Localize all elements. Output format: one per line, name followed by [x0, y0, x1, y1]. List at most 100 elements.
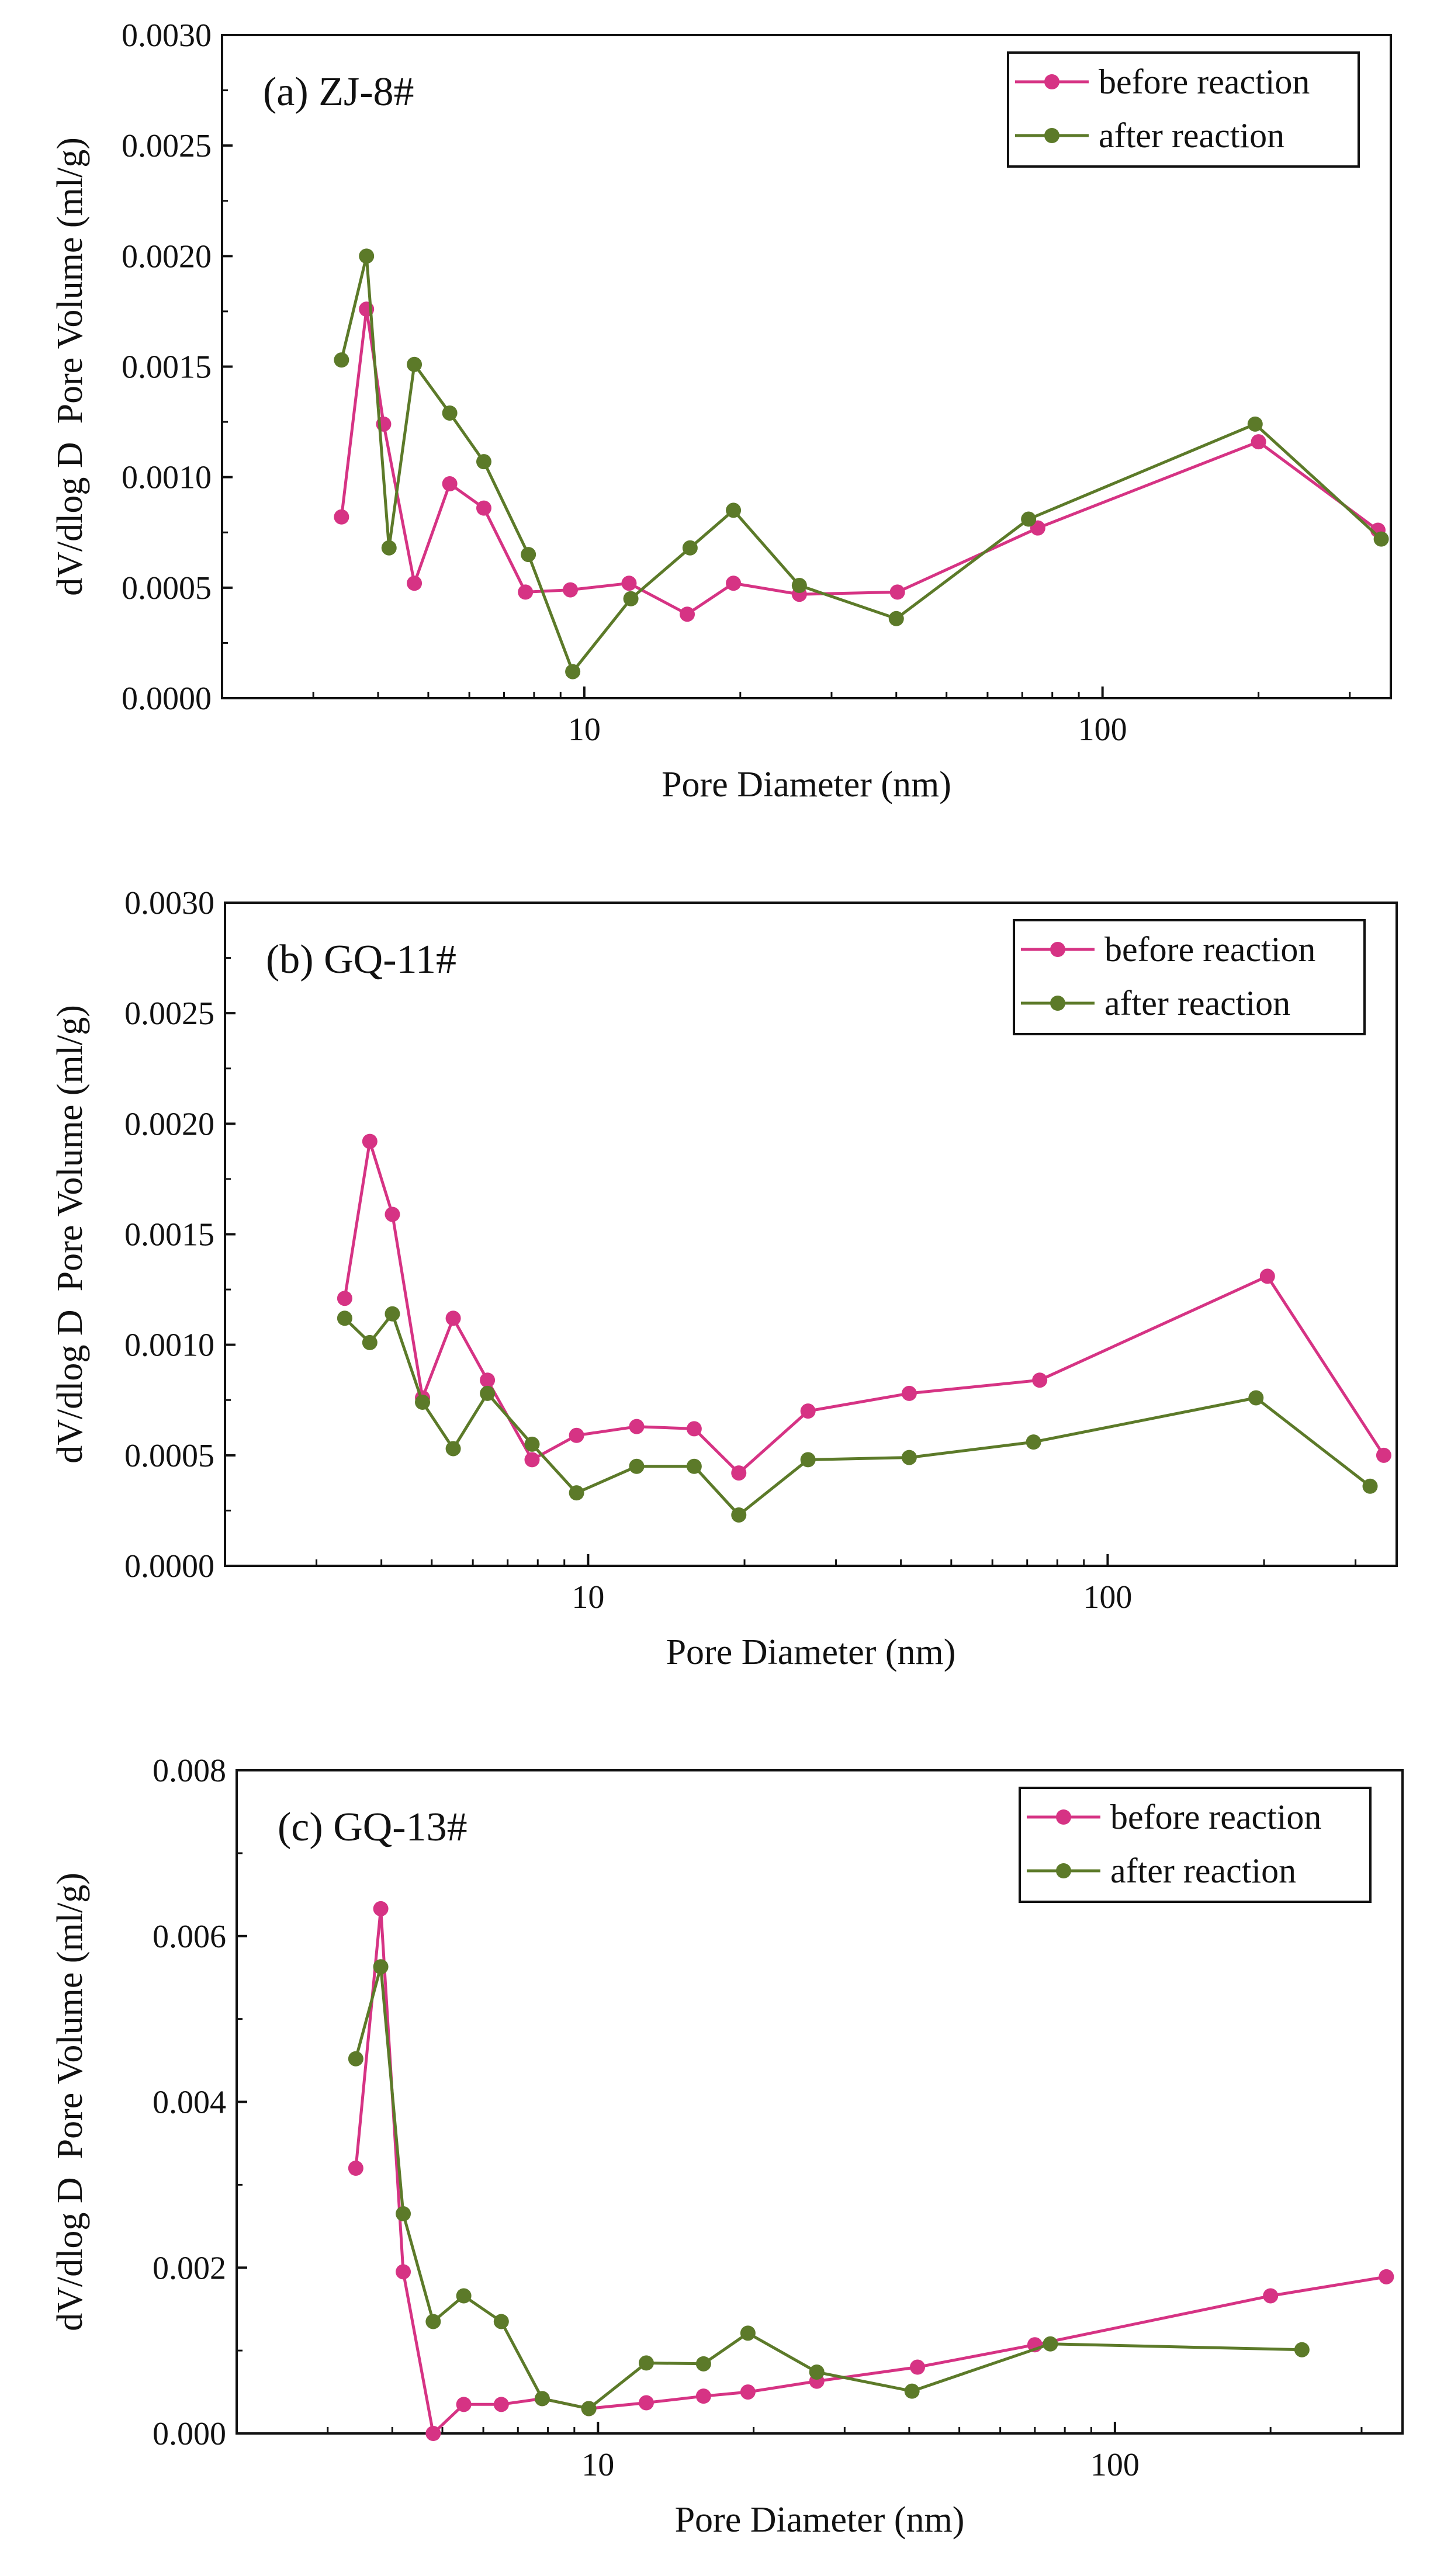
- data-point-after: [1373, 531, 1389, 547]
- legend-box: [1013, 919, 1366, 1035]
- data-point-before: [686, 1421, 702, 1437]
- data-point-before: [425, 2426, 441, 2441]
- legend-marker-before: [1044, 74, 1059, 89]
- series-line-before: [354, 1907, 1387, 2435]
- legend-marker-before: [1050, 942, 1065, 957]
- data-point-before: [563, 582, 579, 598]
- series-line-after: [354, 1965, 1302, 2410]
- data-point-after: [740, 2325, 756, 2341]
- data-point-after: [1294, 2342, 1310, 2357]
- data-point-before: [334, 509, 349, 525]
- data-point-before: [348, 2161, 363, 2176]
- y-tick-label: 0.0005: [122, 570, 212, 606]
- data-point-before: [680, 606, 695, 622]
- x-tick-label: 100: [1078, 712, 1127, 748]
- chart-panel-3: 0.000 0.002 0.004 0.006 0.008 10 100 Pore Diame…: [50, 1753, 1404, 2540]
- data-point-after: [521, 547, 536, 563]
- data-point-after: [385, 1306, 400, 1322]
- data-point-before: [518, 584, 534, 600]
- panel-label: (b) GQ-11#: [266, 937, 456, 982]
- data-point-after: [493, 2314, 509, 2329]
- panel-label: (a) ZJ-8#: [263, 70, 414, 115]
- data-point-after: [809, 2364, 825, 2380]
- y-tick-label: 0.002: [153, 2250, 226, 2286]
- chart-panel-2: 0.0000 0.0005 0.0010 0.0015 0.0020 0.0025 0.00…: [50, 885, 1398, 1672]
- data-point-before: [362, 1133, 378, 1149]
- legend-label-after: after reaction: [1099, 116, 1284, 155]
- data-point-before: [621, 575, 637, 591]
- data-point-after: [334, 352, 349, 368]
- data-point-before: [373, 1901, 389, 1916]
- data-point-before: [910, 2359, 926, 2375]
- data-point-before: [337, 1291, 352, 1306]
- data-point-before: [740, 2384, 756, 2400]
- data-point-before: [1032, 1372, 1048, 1388]
- data-point-after: [359, 248, 375, 264]
- data-point-after: [396, 2206, 411, 2222]
- data-point-after: [800, 1452, 816, 1468]
- data-point-after: [888, 611, 904, 626]
- data-point-before: [901, 1385, 917, 1401]
- data-point-after: [407, 356, 423, 372]
- series-line-after: [340, 254, 1383, 674]
- data-point-after: [425, 2314, 441, 2329]
- data-point-before: [480, 1372, 496, 1388]
- data-point-before: [493, 2397, 509, 2412]
- series-line-after: [344, 1312, 1372, 1517]
- data-point-after: [480, 1385, 496, 1401]
- legend-marker-after: [1044, 128, 1059, 143]
- legend-box: [1019, 1787, 1372, 1903]
- data-point-after: [638, 2355, 654, 2371]
- y-axis-title: dV/dlog D Pore Volume (ml/g): [50, 137, 90, 596]
- data-point-before: [456, 2397, 472, 2412]
- data-point-before: [385, 1206, 400, 1222]
- data-point-after: [726, 502, 742, 518]
- data-point-after: [534, 2391, 550, 2407]
- data-point-before: [1376, 1447, 1391, 1463]
- data-point-after: [348, 2051, 363, 2067]
- x-tick-label: 10: [568, 712, 601, 748]
- data-point-after: [1026, 1434, 1041, 1450]
- data-point-after: [373, 1959, 389, 1975]
- legend-label-after: after reaction: [1110, 1852, 1296, 1890]
- data-point-after: [1021, 511, 1037, 527]
- data-point-after: [362, 1334, 378, 1350]
- x-tick-label: 100: [1083, 1579, 1132, 1615]
- data-point-before: [889, 584, 905, 600]
- y-tick-label: 0.0005: [124, 1438, 214, 1474]
- data-point-after: [442, 405, 458, 421]
- x-tick-label: 10: [581, 2447, 614, 2483]
- series-line-before: [343, 1140, 1385, 1475]
- data-point-after: [476, 454, 491, 470]
- series-line-before: [340, 307, 1379, 616]
- data-point-before: [476, 500, 491, 516]
- data-point-after: [1247, 416, 1263, 432]
- data-point-before: [1379, 2269, 1394, 2284]
- data-point-before: [1251, 434, 1266, 450]
- data-point-after: [682, 540, 698, 556]
- data-point-after: [381, 540, 397, 556]
- y-axis-title: dV/dlog D Pore Volume (ml/g): [50, 1873, 90, 2331]
- panel-label: (c) GQ-13#: [278, 1805, 468, 1850]
- data-point-after: [565, 664, 581, 679]
- x-axis-title: Pore Diameter (nm): [662, 765, 951, 805]
- legend-label-before: before reaction: [1110, 1798, 1321, 1836]
- data-point-after: [569, 1485, 584, 1501]
- y-tick-label: 0.0030: [122, 18, 212, 54]
- data-point-before: [638, 2395, 654, 2411]
- y-tick-label: 0.0025: [122, 128, 212, 164]
- y-tick-label: 0.0030: [124, 885, 214, 921]
- data-point-after: [695, 2356, 711, 2372]
- data-point-before: [442, 476, 458, 492]
- data-point-before: [1263, 2288, 1279, 2304]
- data-point-before: [524, 1452, 540, 1468]
- data-point-after: [686, 1458, 702, 1474]
- y-tick-label: 0.0000: [124, 1548, 214, 1585]
- y-tick-label: 0.0015: [124, 1217, 214, 1253]
- y-tick-label: 0.004: [153, 2085, 226, 2121]
- data-point-after: [1043, 2336, 1058, 2352]
- data-point-after: [524, 1436, 540, 1452]
- y-tick-label: 0.0010: [124, 1327, 214, 1364]
- y-tick-label: 0.008: [153, 1753, 226, 1789]
